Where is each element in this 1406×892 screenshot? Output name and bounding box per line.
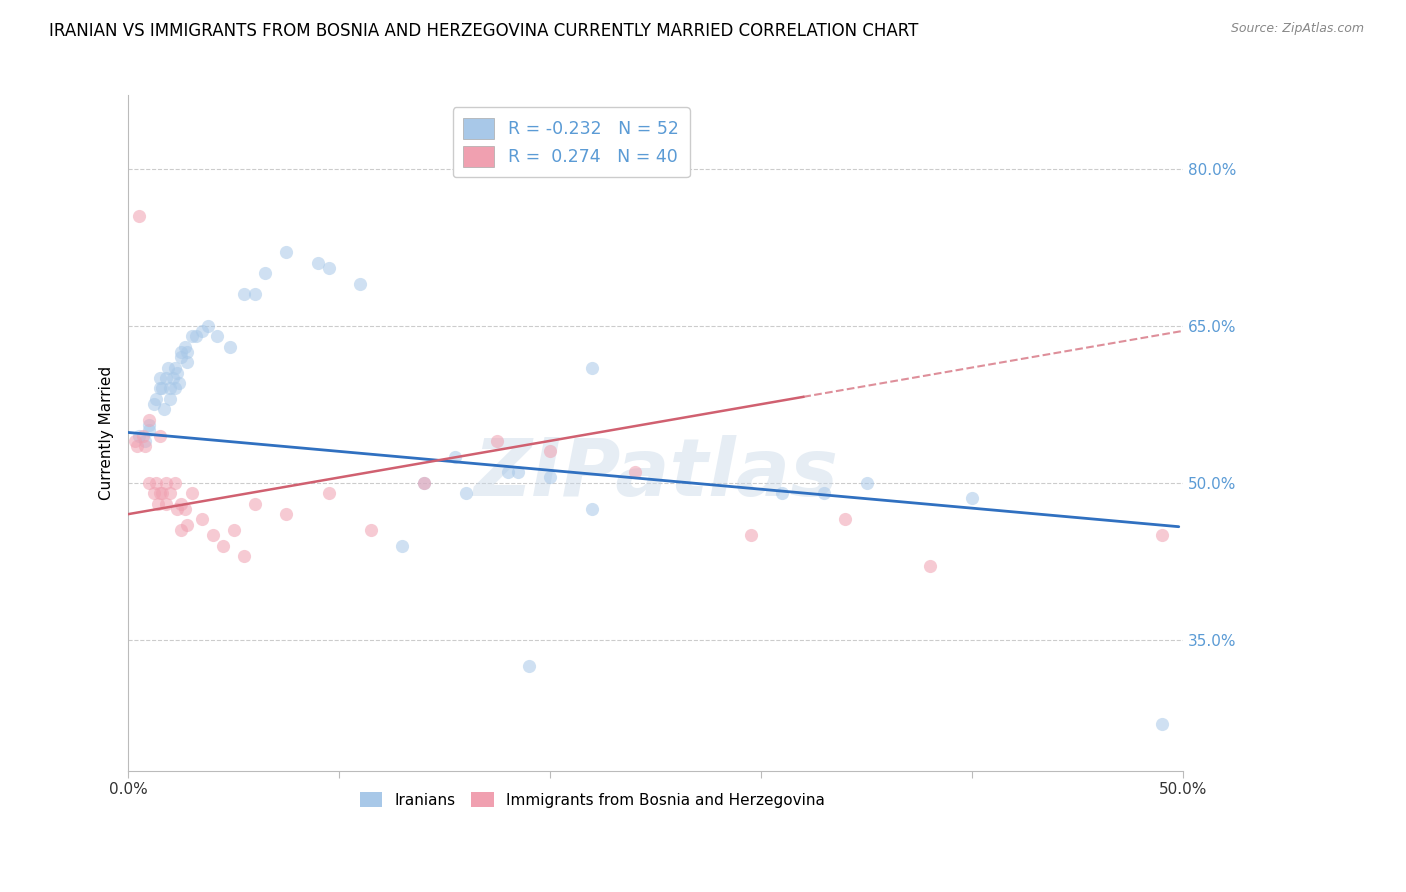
Point — [180, 329, 202, 343]
Point — [813, 486, 835, 500]
Point — [276, 507, 298, 521]
Point — [307, 256, 329, 270]
Point — [212, 539, 235, 553]
Point — [128, 209, 150, 223]
Point — [149, 428, 172, 442]
Point — [134, 439, 156, 453]
Point — [233, 287, 256, 301]
Point — [149, 382, 172, 396]
Point — [159, 392, 181, 406]
Point — [205, 329, 228, 343]
Point — [1150, 528, 1173, 542]
Point — [166, 502, 188, 516]
Point — [180, 486, 202, 500]
Point — [834, 512, 856, 526]
Point — [163, 360, 186, 375]
Point — [184, 329, 207, 343]
Y-axis label: Currently Married: Currently Married — [100, 366, 114, 500]
Point — [159, 382, 181, 396]
Point — [138, 423, 160, 437]
Point — [349, 277, 371, 291]
Point — [150, 486, 173, 500]
Point — [170, 350, 193, 364]
Point — [581, 502, 603, 516]
Point — [157, 360, 180, 375]
Point — [770, 486, 793, 500]
Point — [197, 318, 219, 333]
Point — [124, 434, 146, 448]
Point — [145, 392, 167, 406]
Point — [318, 261, 340, 276]
Text: IRANIAN VS IMMIGRANTS FROM BOSNIA AND HERZEGOVINA CURRENTLY MARRIED CORRELATION : IRANIAN VS IMMIGRANTS FROM BOSNIA AND HE… — [49, 22, 918, 40]
Point — [155, 475, 177, 490]
Point — [391, 539, 413, 553]
Point — [517, 659, 540, 673]
Point — [138, 413, 160, 427]
Point — [740, 528, 762, 542]
Point — [454, 486, 477, 500]
Point — [233, 549, 256, 563]
Legend: Iranians, Immigrants from Bosnia and Herzegovina: Iranians, Immigrants from Bosnia and Her… — [353, 786, 831, 814]
Point — [243, 287, 266, 301]
Text: ZIPatlas: ZIPatlas — [472, 434, 838, 513]
Point — [444, 450, 467, 464]
Point — [170, 497, 193, 511]
Point — [138, 418, 160, 433]
Point — [176, 344, 198, 359]
Point — [176, 517, 198, 532]
Point — [176, 355, 198, 369]
Point — [855, 475, 877, 490]
Point — [163, 475, 186, 490]
Point — [167, 376, 190, 391]
Point — [412, 475, 434, 490]
Point — [162, 371, 184, 385]
Point — [201, 528, 224, 542]
Point — [174, 340, 197, 354]
Point — [508, 465, 530, 479]
Text: Source: ZipAtlas.com: Source: ZipAtlas.com — [1230, 22, 1364, 36]
Point — [412, 475, 434, 490]
Point — [318, 486, 340, 500]
Point — [538, 444, 561, 458]
Point — [159, 486, 181, 500]
Point — [243, 497, 266, 511]
Point — [360, 523, 382, 537]
Point — [218, 340, 240, 354]
Point — [149, 486, 172, 500]
Point — [155, 371, 177, 385]
Point — [623, 465, 645, 479]
Point — [918, 559, 941, 574]
Point — [170, 523, 193, 537]
Point — [496, 465, 519, 479]
Point — [960, 491, 983, 506]
Point — [146, 497, 169, 511]
Point — [138, 475, 160, 490]
Point — [170, 344, 193, 359]
Point — [125, 439, 148, 453]
Point — [276, 245, 298, 260]
Point — [145, 475, 167, 490]
Point — [149, 371, 172, 385]
Point — [581, 360, 603, 375]
Point — [191, 324, 214, 338]
Point — [1150, 716, 1173, 731]
Point — [150, 382, 173, 396]
Point — [486, 434, 509, 448]
Point — [538, 470, 561, 484]
Point — [142, 397, 165, 411]
Point — [132, 428, 155, 442]
Point — [166, 366, 188, 380]
Point — [134, 434, 156, 448]
Point — [163, 382, 186, 396]
Point — [191, 512, 214, 526]
Point — [254, 266, 277, 280]
Point — [155, 497, 177, 511]
Point — [128, 428, 150, 442]
Point — [174, 502, 197, 516]
Point — [142, 486, 165, 500]
Point — [153, 402, 176, 417]
Point — [222, 523, 245, 537]
